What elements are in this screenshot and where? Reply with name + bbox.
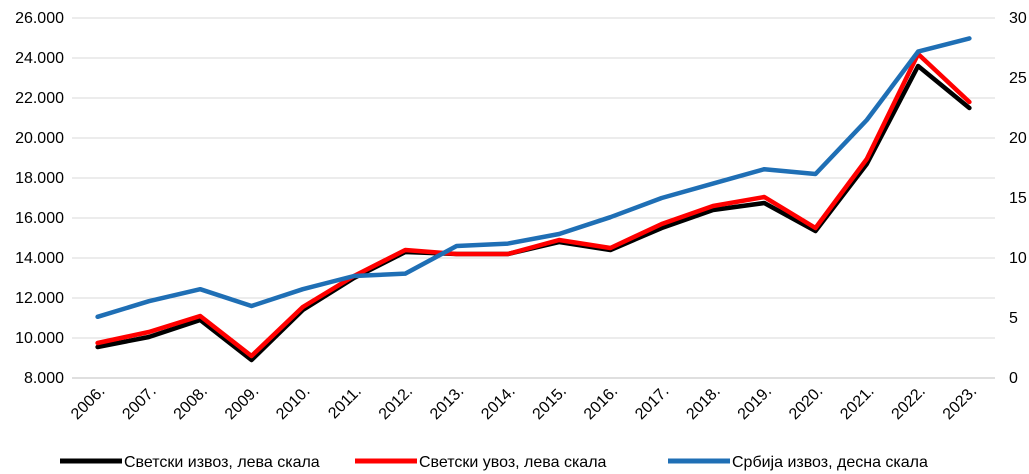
- left-tick-label: 12.000: [15, 290, 64, 307]
- x-tick-label: 2011.: [325, 383, 364, 422]
- right-tick-label: 10: [1009, 250, 1027, 267]
- x-tick-label: 2010.: [273, 383, 313, 423]
- x-tick-label: 2007.: [119, 383, 159, 423]
- left-tick-label: 20.000: [15, 130, 64, 147]
- right-tick-label: 5: [1009, 310, 1018, 327]
- left-tick-label: 16.000: [15, 210, 64, 227]
- series-line-3: [95, 36, 972, 320]
- left-tick-label: 14.000: [15, 250, 64, 267]
- left-tick-label: 26.000: [15, 10, 64, 27]
- legend-label-3: Србија извоз, десна скала: [732, 454, 928, 471]
- left-axis-ticks: 8.000 10.000 12.000 14.000 16.000 18.000 20.00…: [15, 10, 64, 387]
- x-tick-label: 2017.: [632, 383, 672, 423]
- left-tick-label: 8.000: [24, 370, 64, 387]
- series-lines: [95, 36, 972, 363]
- right-tick-label: 15: [1009, 190, 1027, 207]
- left-tick-label: 10.000: [15, 330, 64, 347]
- x-tick-label: 2022.: [889, 383, 929, 423]
- x-tick-label: 2020.: [786, 383, 826, 423]
- right-axis-ticks: 0 5 10 15 20 25 30: [1009, 10, 1027, 387]
- x-axis-ticks: 2006. 2007. 2008. 2009. 2010. 2011. 2012. 2013.…: [68, 383, 980, 423]
- x-tick-label: 2016.: [581, 383, 621, 423]
- x-tick-label: 2014.: [478, 383, 518, 423]
- left-tick-label: 22.000: [15, 90, 64, 107]
- x-tick-label: 2023.: [940, 383, 980, 423]
- series-line-1: [95, 63, 972, 363]
- x-tick-label: 2013.: [427, 383, 467, 423]
- left-tick-label: 24.000: [15, 50, 64, 67]
- legend-label-2: Светски увоз, лева скала: [419, 454, 607, 471]
- right-tick-label: 0: [1009, 370, 1018, 387]
- left-tick-label: 18.000: [15, 170, 64, 187]
- x-tick-label: 2018.: [683, 383, 723, 423]
- x-tick-label: 2012.: [376, 383, 416, 423]
- legend: Светски извоз, лева скала Светски увоз, л…: [60, 454, 928, 471]
- x-tick-label: 2009.: [222, 383, 262, 423]
- right-tick-label: 25: [1009, 70, 1027, 87]
- x-tick-label: 2006.: [68, 383, 108, 423]
- series-line-2: [95, 51, 972, 359]
- x-tick-label: 2021.: [837, 383, 877, 423]
- legend-label-1: Светски извоз, лева скала: [124, 454, 320, 471]
- right-tick-label: 30: [1009, 10, 1027, 27]
- right-tick-label: 20: [1009, 130, 1027, 147]
- x-tick-label: 2019.: [735, 383, 775, 423]
- x-tick-label: 2008.: [171, 383, 211, 423]
- x-tick-label: 2015.: [530, 383, 570, 423]
